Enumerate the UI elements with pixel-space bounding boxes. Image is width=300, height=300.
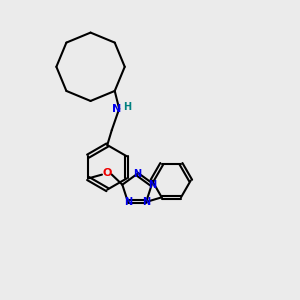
Text: H: H xyxy=(123,102,132,112)
Text: N: N xyxy=(133,169,141,179)
Text: N: N xyxy=(112,104,122,114)
Text: N: N xyxy=(142,197,150,207)
Text: N: N xyxy=(148,180,156,190)
Text: N: N xyxy=(124,197,132,207)
Text: O: O xyxy=(103,168,112,178)
